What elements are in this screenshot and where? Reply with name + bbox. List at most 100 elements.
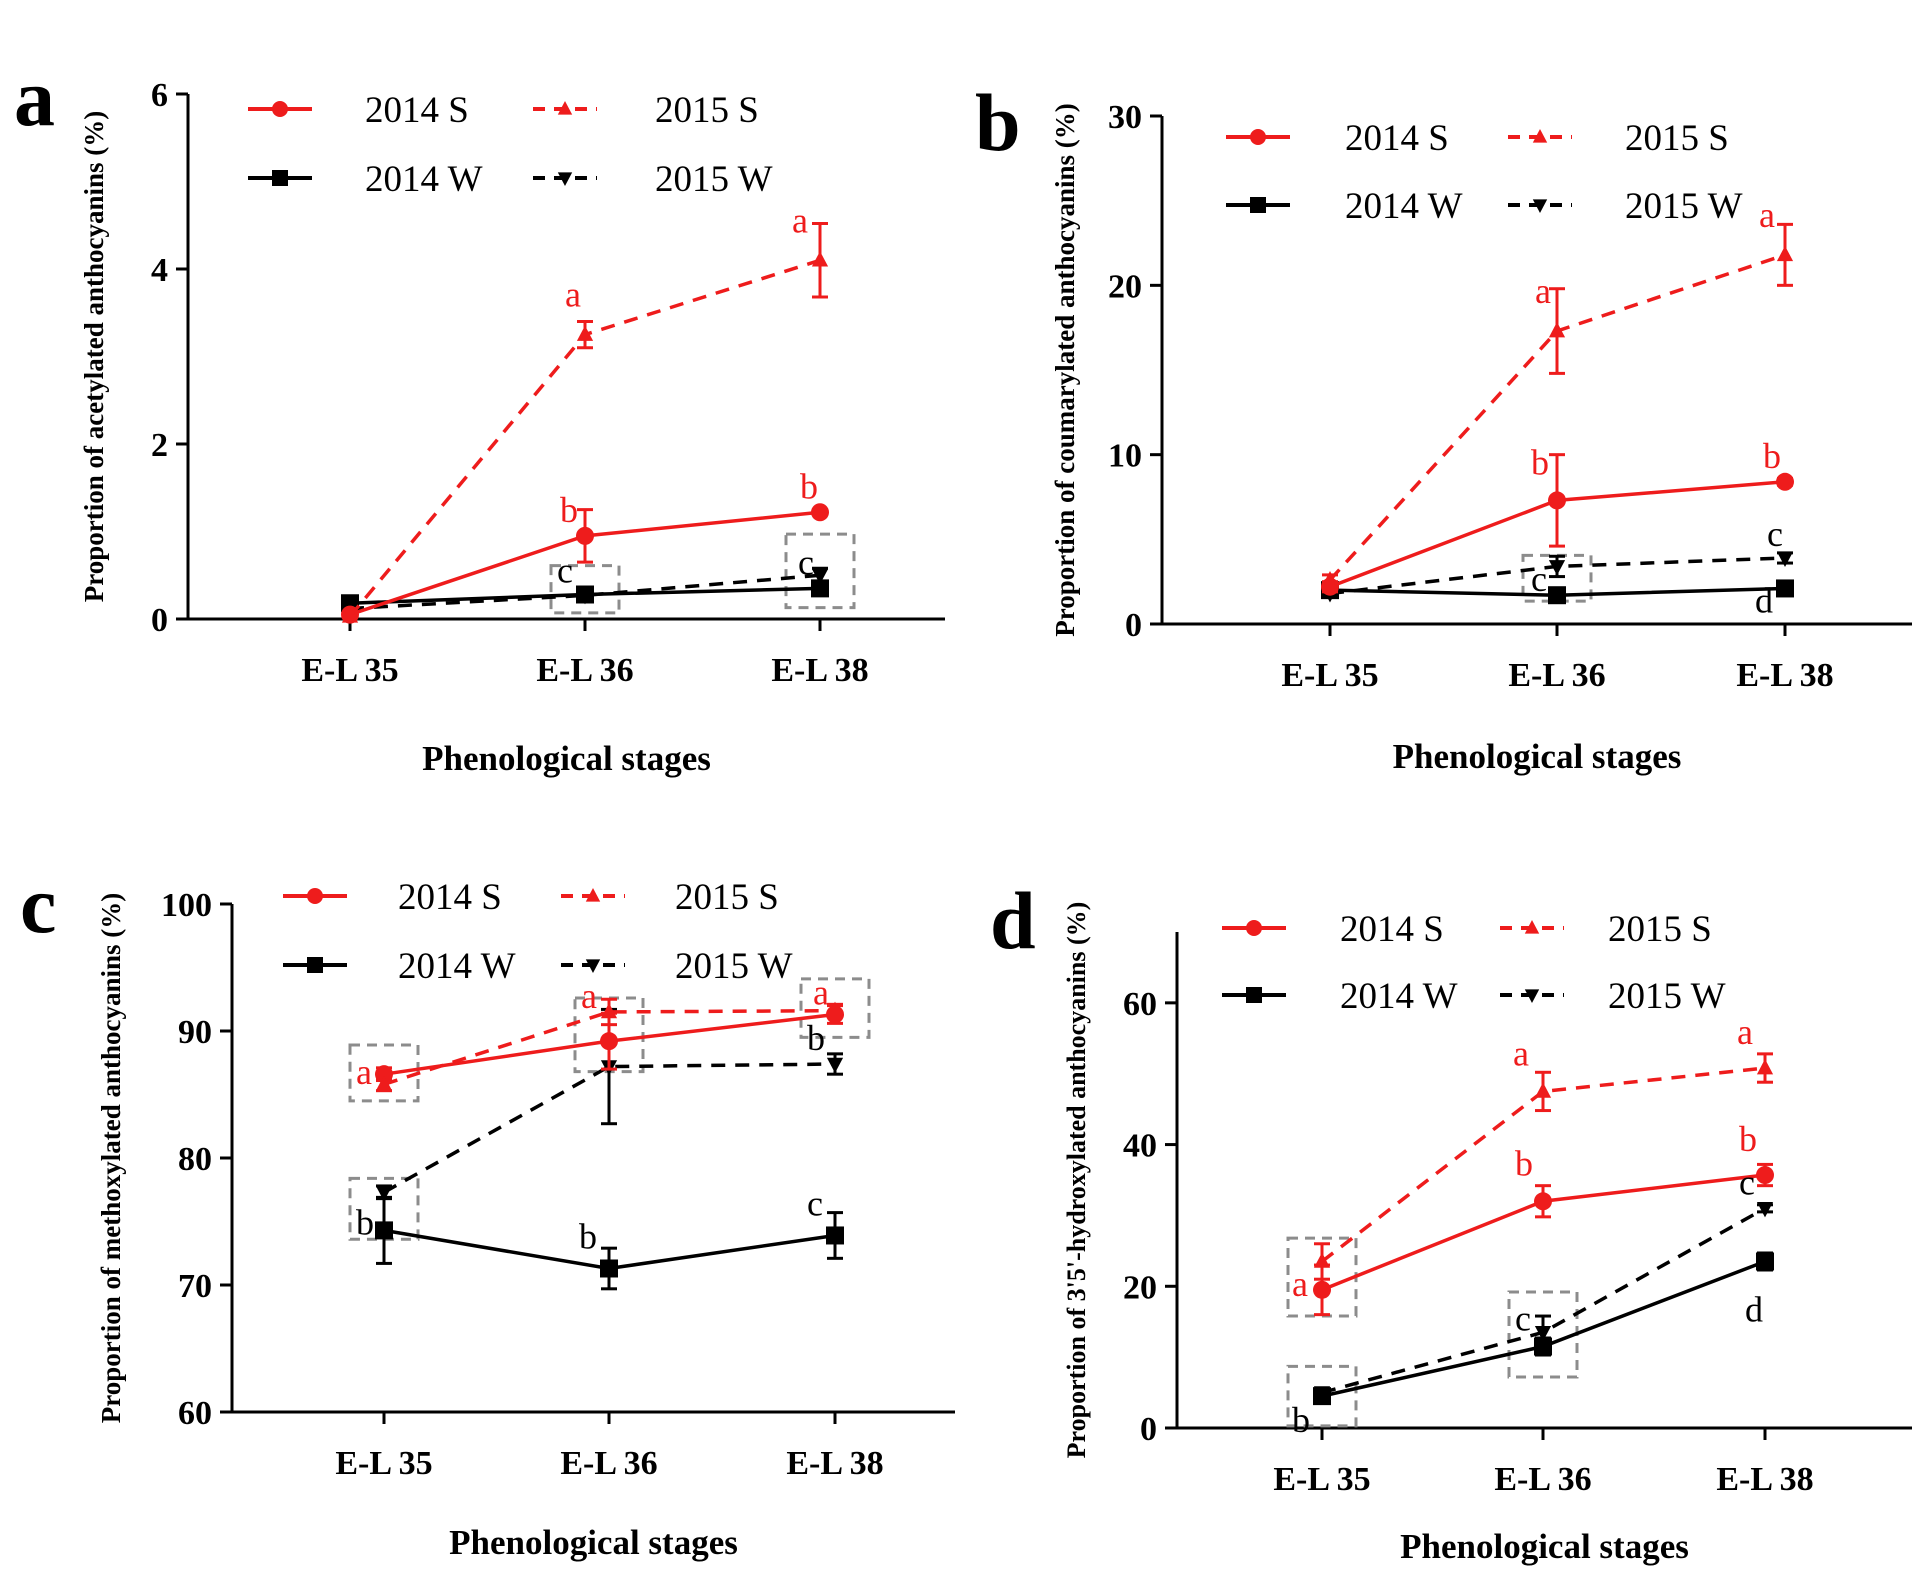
legend-marker bbox=[1250, 129, 1266, 145]
x-tick-label: E-L 36 bbox=[1494, 1461, 1591, 1498]
legend: 2014 S 2015 S 2014 W 2015 W bbox=[248, 90, 773, 200]
series-line bbox=[349, 573, 821, 611]
legend-item: 2014 S bbox=[283, 877, 502, 918]
data-point bbox=[600, 1259, 618, 1278]
significance-label: a bbox=[1759, 195, 1775, 235]
series-line bbox=[1321, 1206, 1766, 1395]
x-axis-title: Phenological stages bbox=[449, 1523, 738, 1562]
y-axis-title: Proportion of acetylated anthocyanins (%… bbox=[79, 111, 109, 602]
x-axis-title: Phenological stages bbox=[1400, 1527, 1689, 1566]
x-tick-label: E-L 36 bbox=[536, 652, 633, 689]
legend-item: 2015 W bbox=[533, 159, 773, 200]
series-line bbox=[383, 1062, 836, 1194]
y-tick-label: 2 bbox=[151, 427, 168, 464]
legend-item: 2015 W bbox=[561, 946, 793, 987]
data-point bbox=[1756, 1252, 1774, 1271]
legend-marker bbox=[557, 172, 573, 186]
legend-marker bbox=[1246, 920, 1262, 936]
data-point bbox=[1548, 491, 1566, 510]
significance-label: a bbox=[813, 973, 829, 1013]
legend-marker bbox=[585, 959, 601, 973]
highlight-box bbox=[784, 532, 856, 610]
data-point bbox=[811, 579, 829, 598]
data-point bbox=[1756, 1059, 1774, 1075]
legend-marker bbox=[1524, 920, 1540, 934]
y-tick-label: 10 bbox=[1108, 438, 1142, 475]
x-axis-title: Phenological stages bbox=[1393, 737, 1682, 776]
legend-label: 2015 S bbox=[1625, 118, 1729, 159]
significance-label: b bbox=[1531, 442, 1549, 482]
legend-label: 2014 S bbox=[1340, 909, 1444, 950]
y-tick-label: 80 bbox=[178, 1141, 212, 1178]
legend-item: 2014 W bbox=[1222, 976, 1458, 1017]
y-tick-label: 90 bbox=[178, 1014, 212, 1051]
legend-marker bbox=[557, 101, 573, 115]
legend-marker bbox=[585, 888, 601, 902]
significance-label: c bbox=[557, 551, 573, 591]
y-tick-label: 40 bbox=[1123, 1128, 1157, 1165]
data-point bbox=[1548, 560, 1566, 576]
y-axis-title: Proportion of 3'5'-hydroxylated anthocya… bbox=[1062, 902, 1091, 1459]
highlight-box bbox=[799, 977, 871, 1039]
y-tick-label: 6 bbox=[151, 77, 168, 114]
significance-label: b bbox=[579, 1216, 597, 1256]
legend-label: 2015 S bbox=[655, 90, 759, 131]
significance-label: b bbox=[1292, 1400, 1310, 1440]
significance-label: d bbox=[1745, 1289, 1763, 1329]
series-2014-w bbox=[375, 1195, 844, 1291]
legend-item: 2015 W bbox=[1500, 976, 1726, 1017]
y-tick-label: 20 bbox=[1108, 268, 1142, 305]
significance-label: a bbox=[792, 200, 808, 240]
panel-letter: b bbox=[975, 77, 1021, 168]
series-2015-s bbox=[375, 997, 844, 1093]
legend-label: 2014 S bbox=[1345, 118, 1449, 159]
significance-label: c bbox=[798, 542, 814, 582]
legend-label: 2015 W bbox=[1625, 186, 1743, 227]
data-point bbox=[576, 526, 594, 545]
x-tick-label: E-L 38 bbox=[786, 1445, 883, 1482]
legend-label: 2014 W bbox=[398, 946, 516, 987]
data-point bbox=[600, 1032, 618, 1051]
data-point bbox=[1313, 1386, 1331, 1402]
data-point bbox=[1534, 1082, 1552, 1098]
y-tick-label: 70 bbox=[178, 1268, 212, 1305]
chart-panel-c: c 60 70 80 90 100 E-L 35 E-L 36 E-L 38 Phenologic… bbox=[20, 859, 955, 1562]
legend-label: 2015 W bbox=[1608, 976, 1726, 1017]
significance-label: a bbox=[565, 275, 581, 315]
panel-letter: c bbox=[20, 859, 56, 950]
legend-label: 2014 W bbox=[1340, 976, 1458, 1017]
y-axis-title: Proportion of coumarylated anthocyanins … bbox=[1050, 103, 1080, 637]
data-point bbox=[1534, 1192, 1552, 1211]
legend-marker bbox=[1246, 987, 1262, 1003]
significance-label: a bbox=[1292, 1264, 1308, 1304]
panel-letter: a bbox=[14, 52, 55, 143]
data-point bbox=[576, 589, 594, 605]
x-tick-label: E-L 36 bbox=[1508, 657, 1605, 694]
legend-label: 2014 W bbox=[1345, 186, 1463, 227]
data-point bbox=[1313, 1280, 1331, 1299]
series-line bbox=[383, 1008, 836, 1087]
significance-label: b bbox=[1763, 436, 1781, 476]
y-tick-label: 60 bbox=[1123, 986, 1157, 1023]
legend: 2014 S 2015 S 2014 W 2015 W bbox=[283, 877, 793, 987]
significance-label: c bbox=[1531, 559, 1547, 599]
data-point bbox=[811, 568, 829, 585]
legend-item: 2014 W bbox=[248, 159, 483, 200]
data-point bbox=[826, 1001, 844, 1017]
highlight-box bbox=[1286, 1364, 1358, 1428]
legend-marker bbox=[1532, 129, 1548, 143]
data-point bbox=[1548, 322, 1566, 338]
significance-label: c bbox=[1515, 1299, 1531, 1339]
legend-marker bbox=[272, 170, 288, 186]
series-2014-s bbox=[341, 503, 829, 624]
x-tick-label: E-L 35 bbox=[335, 1445, 432, 1482]
y-tick-label: 30 bbox=[1108, 99, 1142, 136]
y-tick-label: 0 bbox=[1140, 1411, 1157, 1448]
significance-label: b bbox=[356, 1202, 374, 1242]
x-tick-label: E-L 38 bbox=[771, 652, 868, 689]
significance-label: c bbox=[1739, 1162, 1755, 1202]
data-point bbox=[1776, 579, 1794, 598]
legend-marker bbox=[307, 888, 323, 904]
